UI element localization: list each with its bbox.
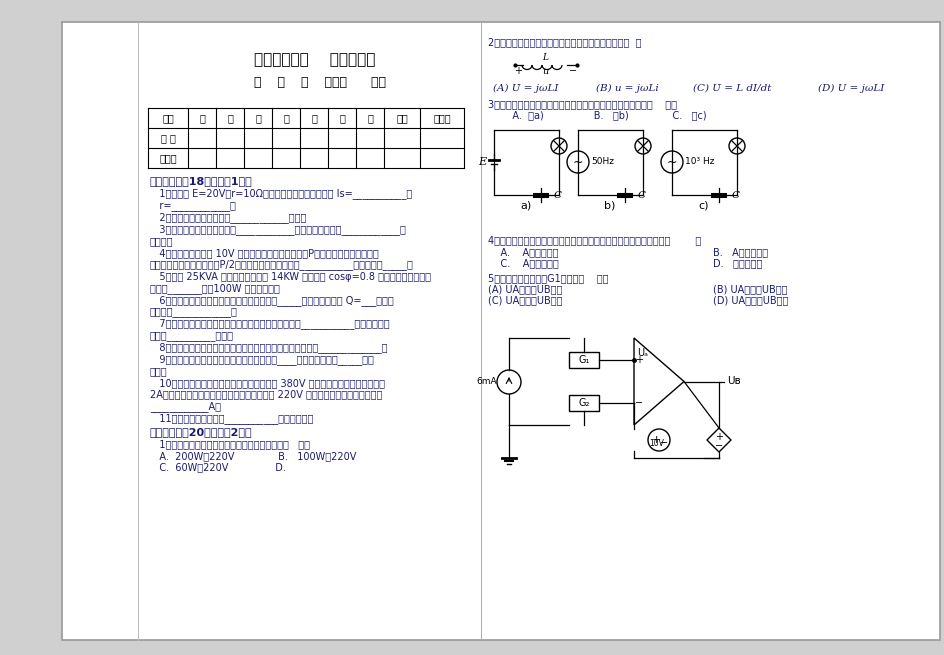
Text: 源上，要使其产生的功率为P/2，则交流电压的最大值为___________，有效值为_____。: 源上，要使其产生的功率为P/2，则交流电压的最大值为___________，有效…	[150, 259, 413, 271]
Text: 电路分析基础    课程考试题: 电路分析基础 课程考试题	[254, 52, 376, 67]
Text: 7、正弦交流电路处于谐振状态时，电路总无功功率为___________，电源只向电: 7、正弦交流电路处于谐振状态时，电路总无功功率为___________，电源只向…	[150, 318, 389, 329]
Text: b): b)	[603, 201, 615, 211]
Text: 得 分: 得 分	[160, 133, 176, 143]
Text: +: +	[715, 432, 722, 442]
Text: 单位采用____________。: 单位采用____________。	[150, 307, 238, 317]
Text: Uₐ: Uₐ	[636, 348, 648, 358]
Text: 3、两单口网络等效的条件是____________，所谓等效是指对____________电: 3、两单口网络等效的条件是____________，所谓等效是指对_______…	[150, 224, 405, 235]
Text: ∼: ∼	[666, 155, 677, 168]
Text: 路提供__________功率。: 路提供__________功率。	[150, 331, 234, 341]
Text: +: +	[514, 66, 521, 76]
Text: (D) U = jωLI: (D) U = jωLI	[818, 83, 884, 92]
Text: 跃变。: 跃变。	[150, 366, 167, 376]
Text: C.  60W、220V               D.: C. 60W、220V D.	[150, 462, 286, 473]
Text: 4、一个电热器接在 10V 的直流电源上产生的功率为P，要把它接在正弦交流电: 4、一个电热器接在 10V 的直流电源上产生的功率为P，要把它接在正弦交流电	[150, 248, 379, 258]
Text: 10V: 10V	[649, 439, 664, 448]
Text: L: L	[542, 54, 548, 62]
Text: G₂: G₂	[578, 398, 589, 408]
Text: 二、选择题（20分，每题2分）: 二、选择题（20分，每题2分）	[150, 427, 252, 437]
Text: C: C	[732, 191, 739, 200]
Text: 一: 一	[199, 113, 205, 123]
Text: C: C	[553, 191, 562, 200]
Text: c): c)	[698, 201, 709, 211]
Text: (B) UA减小，UB减小: (B) UA减小，UB减小	[712, 284, 786, 294]
Text: ∼: ∼	[572, 155, 582, 168]
Text: ____________A。: ____________A。	[150, 401, 221, 412]
Text: 总分: 总分	[396, 113, 408, 123]
Text: 四: 四	[283, 113, 289, 123]
Text: 5、一台 25KVA 的发电机，除供给 14KW 功率因数 cosφ=0.8 的电动机用电外，还: 5、一台 25KVA 的发电机，除供给 14KW 功率因数 cosφ=0.8 的…	[150, 272, 430, 282]
Text: A.  图a)                B.   图b)              C.   图c): A. 图a) B. 图b) C. 图c)	[502, 110, 706, 120]
Text: −: −	[715, 441, 722, 451]
Text: 1、电压源 E=20V，r=10Ω，变换成等效的电流源，则 Is=___________，: 1、电压源 E=20V，r=10Ω，变换成等效的电流源，则 Is=_______…	[150, 189, 412, 200]
Text: 3、如图：各电源电压，灯泡和电容均相同，则最亮的灯泡是（    ）。: 3、如图：各电源电压，灯泡和电容均相同，则最亮的灯泡是（ ）。	[487, 99, 676, 109]
Text: 能供给_______盏、100W 的灯泡用电。: 能供给_______盏、100W 的灯泡用电。	[150, 283, 279, 294]
Text: 10、对称三相低数作星形联接路基线电压为 380V 的对称三相电压源，线电流为: 10、对称三相低数作星形联接路基线电压为 380V 的对称三相电压源，线电流为	[150, 378, 384, 388]
Text: G₁: G₁	[578, 355, 589, 365]
Text: 50Hz: 50Hz	[590, 157, 614, 166]
Text: (B) u = jωLi: (B) u = jωLi	[596, 83, 658, 92]
Text: 三: 三	[255, 113, 261, 123]
Text: a): a)	[520, 201, 531, 211]
Text: 2A，客体负载改为三角形联接后路基线电压为 220V 的对称三相电压源，线电流为: 2A，客体负载改为三角形联接后路基线电压为 220V 的对称三相电压源，线电流为	[150, 390, 382, 400]
Text: (C) U̇ = L dİ/dt: (C) U̇ = L dİ/dt	[692, 83, 770, 92]
Text: r=____________。: r=____________。	[150, 201, 236, 211]
Text: 六: 六	[339, 113, 345, 123]
Text: D.   中性线断路: D. 中性线断路	[712, 258, 762, 268]
Text: u: u	[541, 67, 548, 76]
Bar	[568, 395, 598, 411]
Text: 二: 二	[227, 113, 232, 123]
Text: 评卷人: 评卷人	[159, 153, 177, 163]
Text: A.  200W、220V              B.   100W、220V: A. 200W、220V B. 100W、220V	[150, 451, 356, 461]
Text: 9、在满足一定的条件下，换路一瞬间，电感____不能跃变，电容_____不能: 9、在满足一定的条件下，换路一瞬间，电感____不能跃变，电容_____不能	[150, 354, 374, 365]
Text: −: −	[568, 66, 577, 76]
Text: 11、一阶动态电路是指___________的动态电路。: 11、一阶动态电路是指___________的动态电路。	[150, 413, 313, 424]
Text: C: C	[637, 191, 646, 200]
Text: 2、基尔霍夫定律描述电路____________规律。: 2、基尔霍夫定律描述电路____________规律。	[150, 212, 306, 223]
Text: 5、运算电路中，增大G1将导致（    ），: 5、运算电路中，增大G1将导致（ ），	[487, 273, 608, 283]
Text: A.    A相负载断路: A. A相负载断路	[487, 247, 558, 257]
Text: 10³ Hz: 10³ Hz	[684, 157, 714, 166]
Text: 8、非正弦周期电压的有效值与其各分量的有效值间的关系为_____________。: 8、非正弦周期电压的有效值与其各分量的有效值间的关系为_____________…	[150, 342, 387, 353]
Text: 6mA: 6mA	[476, 377, 497, 386]
Text: (C) UA不变，UB减小: (C) UA不变，UB减小	[487, 295, 562, 305]
Text: 1、在下列规格的电灯泡中，电阻最大的是规格（   ）。: 1、在下列规格的电灯泡中，电阻最大的是规格（ ）。	[150, 439, 310, 449]
Text: B.   A相负载加大: B. A相负载加大	[712, 247, 767, 257]
Text: 七: 七	[366, 113, 373, 123]
Text: C.    A相负载短路: C. A相负载短路	[487, 258, 558, 268]
Text: (A) U̇ = jωLİ: (A) U̇ = jωLİ	[493, 83, 558, 92]
Text: +: +	[634, 355, 642, 365]
Text: 4、发生下列哪种情况时，三相星形连接不对称负载都不能正常工作（        ）: 4、发生下列哪种情况时，三相星形连接不对称负载都不能正常工作（ ）	[487, 235, 700, 245]
Text: (A) UA增大，UB增大: (A) UA增大，UB增大	[487, 284, 562, 294]
Text: 五: 五	[311, 113, 316, 123]
Text: 题号: 题号	[162, 113, 174, 123]
Text: Uʙ: Uʙ	[726, 377, 740, 386]
Text: E: E	[478, 157, 485, 167]
Text: +: +	[650, 435, 660, 445]
Text: 复核人: 复核人	[432, 113, 450, 123]
Text: (D) UA不变，UB增大: (D) UA不变，UB增大	[712, 295, 787, 305]
Text: −: −	[634, 398, 642, 408]
Bar	[568, 352, 598, 368]
Text: 一、填空题（18分，每空1分）: 一、填空题（18分，每空1分）	[150, 176, 252, 186]
Text: 6、为了描述电感元件与电源进行能量交换的_____，定义无功功率 Q=___，它的: 6、为了描述电感元件与电源进行能量交换的_____，定义无功功率 Q=___，它…	[150, 295, 394, 306]
Text: （    年    月    日）卷      闭卷: （ 年 月 日）卷 闭卷	[254, 75, 385, 88]
Text: 路等效。: 路等效。	[150, 236, 174, 246]
Text: 2、正弦电流通过电感元件时，下列关系中正确的是（  ）: 2、正弦电流通过电感元件时，下列关系中正确的是（ ）	[487, 37, 641, 47]
Text: −: −	[659, 438, 667, 448]
